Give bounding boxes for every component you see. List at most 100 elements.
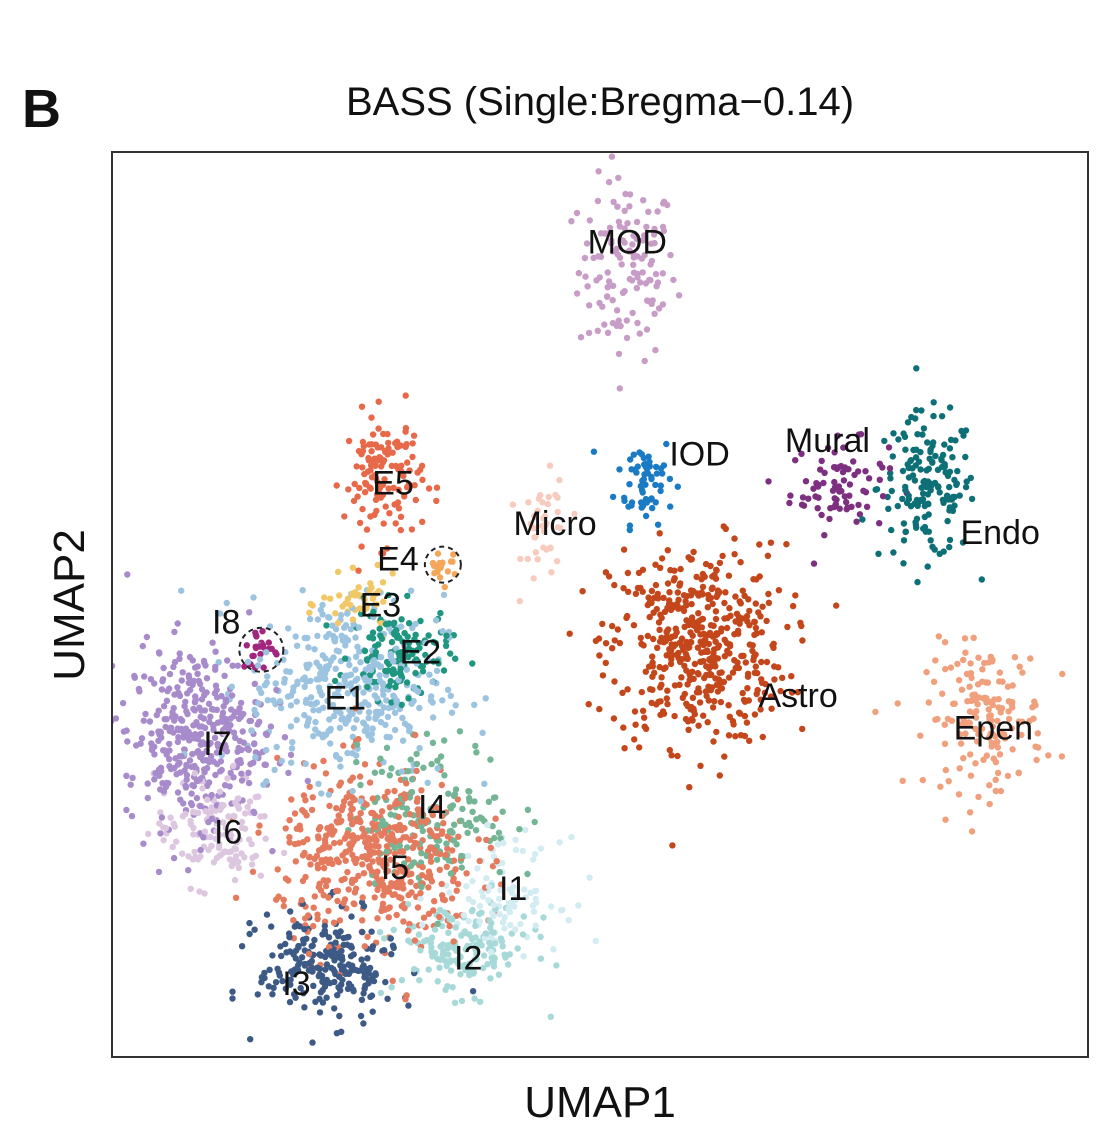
point-Astro — [757, 696, 764, 703]
point-IOD — [652, 481, 659, 489]
point-MOD — [590, 254, 597, 262]
point-I5 — [371, 894, 378, 901]
point-Astro — [691, 660, 699, 668]
point-I2 — [471, 995, 478, 1002]
point-I2 — [411, 966, 418, 973]
point-I2 — [444, 958, 451, 966]
point-I1 — [506, 886, 513, 893]
point-I5 — [273, 896, 280, 903]
point-I5 — [274, 866, 281, 873]
point-I3 — [301, 926, 308, 933]
point-I4 — [434, 757, 441, 764]
point-I3 — [282, 940, 289, 948]
point-I2 — [434, 955, 441, 962]
point-E5 — [398, 462, 405, 469]
point-E1 — [244, 658, 252, 666]
point-Astro — [696, 699, 704, 706]
point-E5 — [405, 481, 413, 488]
point-Endo — [859, 516, 866, 523]
point-I2 — [440, 947, 447, 955]
point-Epen — [981, 659, 988, 667]
point-I3 — [382, 978, 389, 986]
point-Epen — [975, 654, 982, 661]
point-E1 — [444, 686, 452, 693]
point-I5 — [352, 859, 359, 867]
point-Astro — [671, 712, 678, 720]
point-I5 — [406, 811, 414, 818]
point-Endo — [946, 536, 954, 544]
point-Endo — [956, 492, 963, 499]
point-Epen — [941, 740, 949, 747]
point-MOD — [573, 209, 581, 217]
point-I7 — [170, 704, 177, 712]
point-I3 — [286, 934, 293, 941]
point-I7 — [211, 690, 219, 697]
point-E1 — [416, 745, 423, 752]
point-Epen — [1031, 698, 1038, 705]
cluster-label-Epen: Epen — [954, 710, 1033, 748]
point-Astro — [741, 712, 749, 720]
point-Astro — [683, 617, 690, 624]
point-I5 — [394, 826, 401, 833]
point-E2 — [391, 619, 398, 626]
point-E1 — [352, 666, 359, 673]
point-Micro — [556, 524, 564, 531]
point-E5 — [354, 493, 361, 500]
point-E5 — [381, 476, 388, 483]
point-E2 — [416, 644, 423, 652]
point-I6 — [248, 861, 256, 868]
point-I7 — [287, 751, 295, 759]
point-I6 — [202, 808, 209, 815]
point-E1 — [383, 697, 390, 704]
point-E5 — [371, 455, 378, 462]
point-I2 — [429, 953, 436, 960]
point-Micro — [531, 534, 538, 541]
point-I5 — [384, 788, 391, 795]
point-MOD — [624, 220, 631, 227]
point-I5 — [299, 807, 306, 814]
point-Epen — [956, 765, 963, 772]
point-I7 — [157, 830, 164, 837]
point-E2 — [452, 655, 459, 662]
point-Astro — [687, 629, 694, 636]
point-Astro — [641, 714, 648, 721]
point-Astro — [652, 561, 659, 568]
point-MOD — [641, 232, 648, 239]
point-E2 — [442, 642, 450, 649]
point-I2 — [553, 962, 560, 969]
point-I1 — [529, 902, 537, 909]
point-I4 — [524, 870, 531, 878]
point-I3 — [361, 985, 368, 992]
point-I1 — [463, 883, 470, 890]
point-I5 — [401, 791, 408, 798]
point-I2 — [444, 951, 452, 958]
point-Astro — [711, 698, 718, 705]
point-I3 — [328, 948, 335, 955]
point-E1 — [322, 675, 329, 682]
point-E5 — [402, 428, 409, 435]
point-E5 — [361, 470, 368, 478]
point-I1 — [496, 911, 503, 918]
point-Astro — [731, 535, 738, 542]
point-E1 — [319, 601, 326, 609]
point-Endo — [917, 466, 924, 473]
point-MOD — [621, 239, 628, 246]
point-Astro — [789, 602, 797, 610]
point-I2 — [449, 916, 456, 923]
cluster-label-I5: I5 — [381, 849, 409, 887]
point-Micro — [556, 476, 563, 484]
point-I7 — [210, 726, 217, 733]
point-Astro — [700, 630, 708, 637]
point-MOD — [622, 190, 629, 198]
point-I5 — [430, 907, 437, 914]
point-E1 — [331, 636, 338, 644]
point-I2 — [476, 998, 484, 1005]
point-I5 — [359, 833, 367, 840]
point-E1 — [333, 707, 340, 715]
point-MOD — [633, 235, 640, 243]
point-MOD — [586, 302, 593, 309]
point-I5 — [450, 875, 457, 882]
point-I5 — [305, 950, 313, 958]
point-Endo — [944, 517, 951, 525]
point-I7 — [184, 690, 191, 697]
